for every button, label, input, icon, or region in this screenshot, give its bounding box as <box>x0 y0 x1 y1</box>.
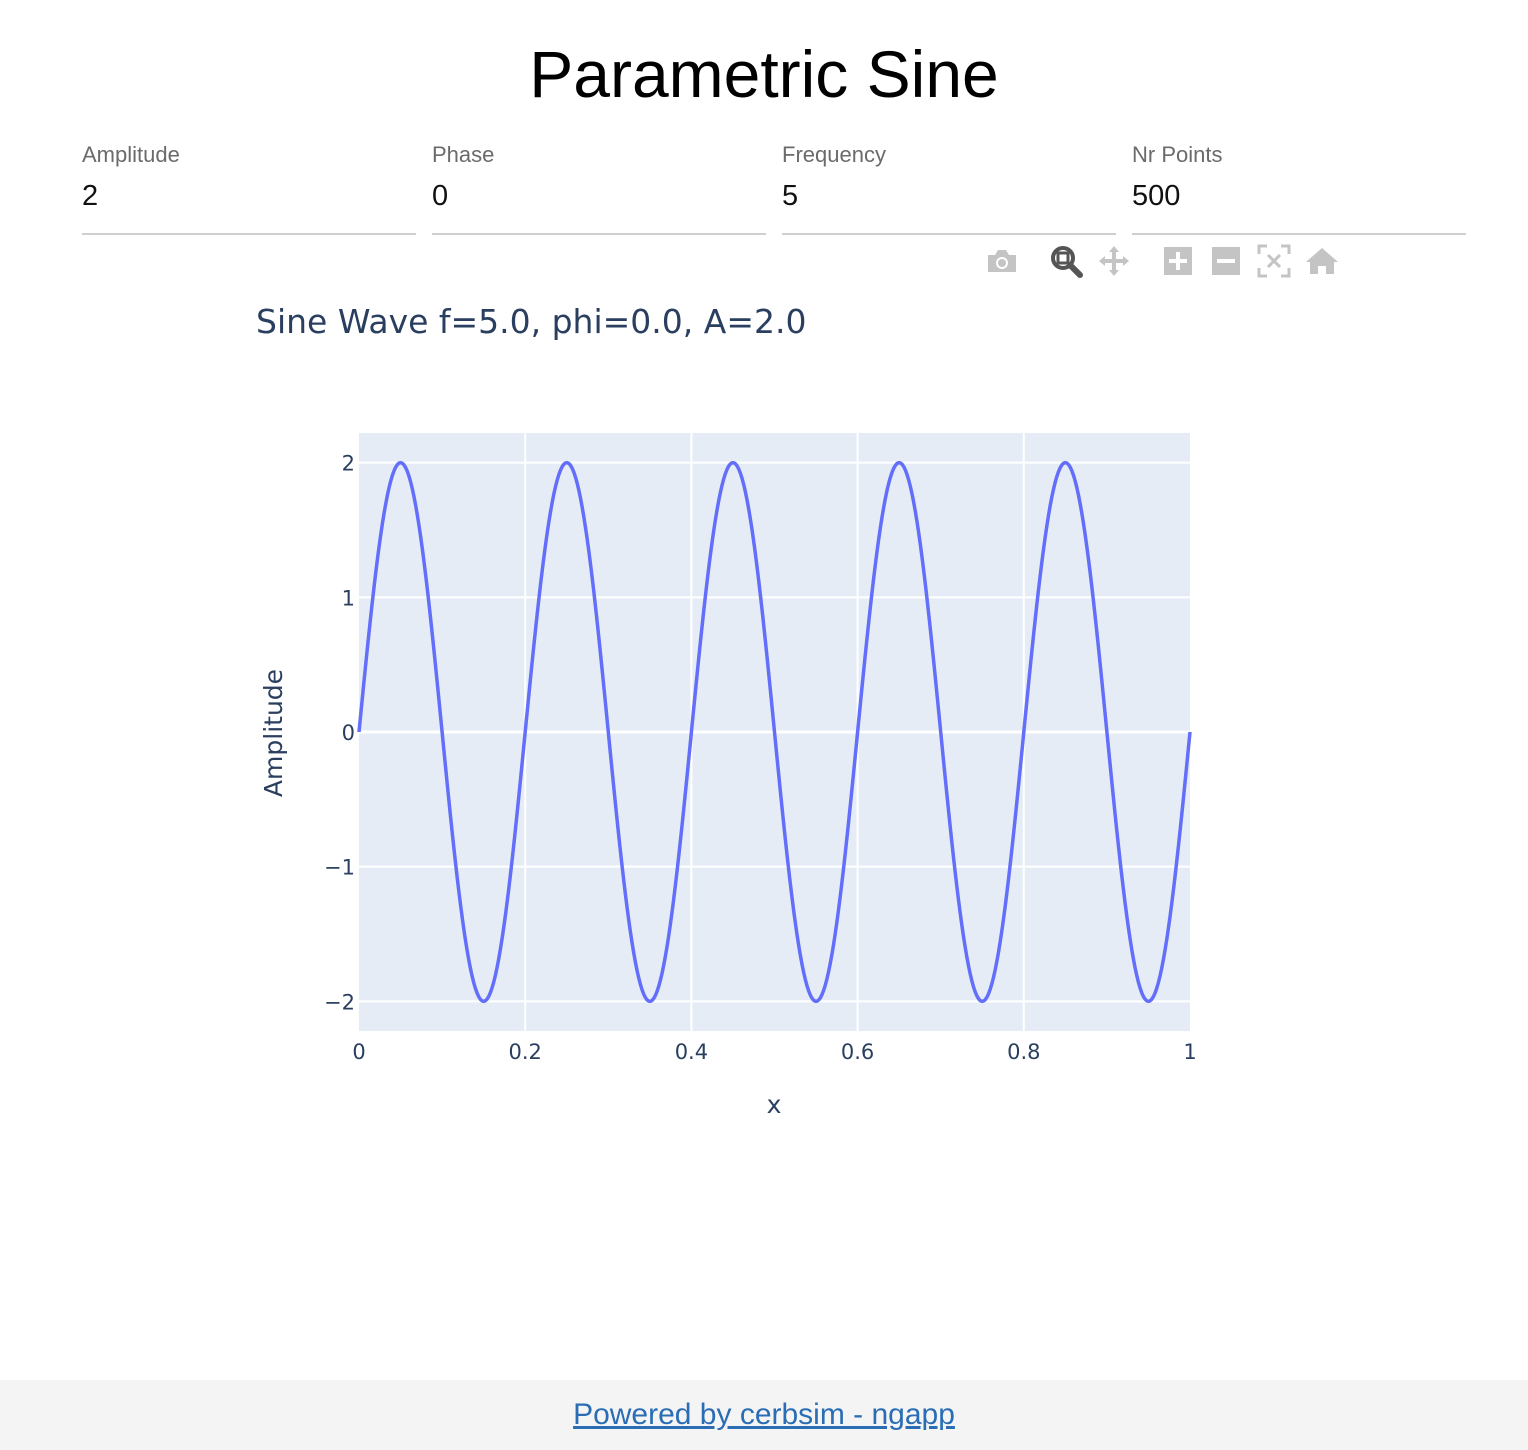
x-tick-label: 0.8 <box>1007 1040 1040 1064</box>
phase-input[interactable] <box>432 176 762 216</box>
pan-icon <box>1099 246 1129 276</box>
zoom-button[interactable] <box>1048 242 1084 280</box>
y-tick-label: 1 <box>342 586 355 610</box>
camera-icon <box>988 250 1016 272</box>
frequency-input[interactable] <box>782 176 1112 216</box>
frequency-field: Frequency <box>782 140 1116 235</box>
phase-field: Phase <box>432 140 766 235</box>
nr-points-input[interactable] <box>1132 176 1462 216</box>
autoscale-icon <box>1257 244 1291 278</box>
x-tick-label: 0.6 <box>841 1040 874 1064</box>
nr-points-label: Nr Points <box>1132 142 1223 167</box>
plot-modebar <box>0 242 1528 282</box>
footer: Powered by cerbsim - ngapp <box>0 1380 1528 1450</box>
x-tick-label: 0.2 <box>508 1040 541 1064</box>
zoom-in-icon <box>1164 247 1192 275</box>
zoom-out-icon <box>1212 247 1240 275</box>
y-tick-label: 0 <box>342 721 355 745</box>
x-tick-label: 0 <box>352 1040 365 1064</box>
amplitude-field: Amplitude <box>82 140 416 235</box>
phase-label: Phase <box>432 142 495 167</box>
nr-points-field: Nr Points <box>1132 140 1466 235</box>
sine-chart[interactable]: Sine Wave f=5.0, phi=0.0, A=2.0 0 0.2 0.4 0… <box>0 290 1528 1150</box>
y-tick-label: 2 <box>342 452 355 476</box>
zoom-icon <box>1051 246 1083 278</box>
page-title: Parametric Sine <box>529 37 999 111</box>
y-axis-label: Amplitude <box>259 669 288 797</box>
autoscale-button[interactable] <box>1256 242 1292 280</box>
zoom-in-button[interactable] <box>1160 242 1196 280</box>
zoom-out-button[interactable] <box>1208 242 1244 280</box>
powered-by-link[interactable]: Powered by cerbsim - ngapp <box>573 1398 955 1431</box>
sine-series-line <box>357 460 1192 1004</box>
x-tick-label: 0.4 <box>675 1040 708 1064</box>
chart-title: Sine Wave f=5.0, phi=0.0, A=2.0 <box>256 302 806 341</box>
camera-button[interactable] <box>984 242 1020 280</box>
parameter-inputs: Amplitude Phase Frequency Nr Points <box>82 140 1466 235</box>
x-axis-label: x <box>767 1090 782 1119</box>
frequency-label: Frequency <box>782 142 886 167</box>
amplitude-label: Amplitude <box>82 142 180 167</box>
y-tick-label: −2 <box>324 990 355 1014</box>
reset-axes-button[interactable] <box>1304 242 1340 280</box>
pan-button[interactable] <box>1096 242 1132 280</box>
y-tick-label: −1 <box>324 856 355 880</box>
amplitude-input[interactable] <box>82 176 412 216</box>
x-tick-label: 1 <box>1183 1040 1196 1064</box>
home-icon <box>1306 248 1338 274</box>
